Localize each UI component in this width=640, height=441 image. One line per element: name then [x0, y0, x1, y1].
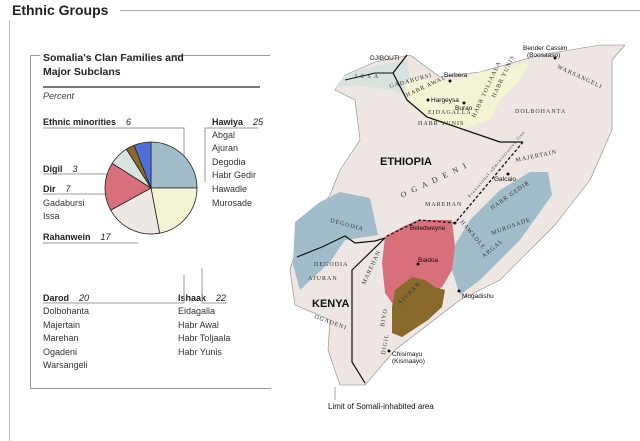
- city-bender-cassim: Bender Cassim: [523, 45, 567, 52]
- clan-label-rahanwein: Rahanwein 17: [43, 232, 111, 242]
- region-ishaak: [405, 62, 530, 130]
- panel-border: [172, 55, 270, 56]
- subclan: Ogadeni: [43, 347, 78, 357]
- subclan: Habr Yunis: [178, 347, 222, 357]
- panel-border: [30, 55, 40, 56]
- somali-area: [289, 44, 626, 386]
- clan-label-ishaak: Ishaak 22: [178, 293, 227, 303]
- map-label: BIYO: [380, 308, 389, 327]
- provisional-line: [384, 141, 524, 238]
- pie-slice-ethnic-minorities: [133, 141, 152, 189]
- city-burao: Burao: [455, 105, 473, 112]
- city-kismaayo: (Kismaayo): [392, 358, 425, 365]
- border-djibouti: [344, 72, 393, 81]
- unit-label: Percent: [43, 91, 75, 101]
- panel-title-line2: Major Subclans: [43, 66, 121, 78]
- subclan: Majertain: [43, 320, 81, 330]
- city-galcaio: Galcaio: [494, 176, 516, 183]
- pie-chart: [104, 141, 198, 235]
- city-mogadishu: Mogadishu: [462, 293, 494, 300]
- city-chisimayu: Chisimayu: [392, 351, 423, 358]
- map-label: DIGIL: [381, 333, 391, 355]
- map-label: MAREHAN: [425, 202, 462, 208]
- subclan: Habr Awal: [178, 320, 219, 330]
- leader-ishaak: [201, 268, 226, 304]
- clan-label-digil: Digil 3: [43, 164, 78, 174]
- clan-label-darod: Darod 20: [43, 293, 90, 303]
- pie-slice-ishaak: [150, 187, 198, 234]
- map-label: EIDAGALLA: [428, 110, 472, 116]
- map-label: AJURAN: [308, 276, 338, 282]
- clan-label-dir: Dir 7: [43, 184, 71, 194]
- subclan: Eidagalla: [178, 306, 216, 316]
- subclan: Ajuran: [212, 143, 239, 153]
- region-digil: [392, 277, 445, 337]
- pie-slice-rahanwein: [104, 162, 152, 211]
- subclan: Hawadle: [212, 184, 248, 194]
- city-baidoa: Baidoa: [418, 257, 439, 264]
- map-label: DOLBOHANTA: [515, 109, 566, 115]
- leader-hawiya: [204, 127, 258, 182]
- page-title: Ethnic Groups: [12, 2, 109, 18]
- map-label: HABR YUNIS: [418, 121, 464, 127]
- subclan: Habr Toljaala: [178, 333, 231, 343]
- country-kenya: KENYA: [312, 298, 350, 310]
- leader-darod: [43, 275, 185, 304]
- region-dir: [335, 60, 410, 95]
- pie-slice-hawiya: [150, 141, 198, 189]
- clan-label-ethnic-minorities: Ethnic minorities 6: [43, 117, 132, 127]
- panel-title-line1: Somalia's Clan Families and: [43, 52, 184, 64]
- subclan: Marehan: [43, 333, 79, 343]
- city-boosaaso: (Boosaaso): [527, 52, 560, 59]
- region-hawiya-east: [452, 172, 552, 295]
- limit-label: Limit of Somali-inhabited area: [328, 402, 434, 411]
- pie-slice-darod: [110, 187, 161, 235]
- map-label: I S S A: [355, 74, 379, 80]
- border-somaliland-ethiopia: [392, 54, 523, 143]
- city-berbera: Berbera: [444, 72, 468, 79]
- city-hargeysa: Hargeysa: [431, 97, 459, 104]
- map-label: DEGODIA: [314, 262, 348, 268]
- city-dots: [387, 56, 557, 353]
- subclan: Habr Gedir: [212, 170, 257, 180]
- clan-label-hawiya: Hawiya 25: [212, 117, 264, 127]
- panel-rule: [43, 86, 260, 88]
- map: DJIBOUTI ETHIOPIA KENYA Berbera Bender C…: [289, 44, 626, 411]
- chart-panel: [30, 55, 271, 389]
- subclan: Degodia: [212, 157, 246, 167]
- country-ethiopia: ETHIOPIA: [380, 156, 432, 168]
- title-rule: [120, 10, 640, 11]
- subclan: Issa: [43, 211, 60, 221]
- subclan: Warsangeli: [43, 360, 88, 370]
- border-kenya-somalia: [351, 237, 386, 384]
- subclan: Gadabursi: [43, 198, 85, 208]
- frame-line: [9, 20, 10, 441]
- subclan: Abgal: [212, 130, 236, 140]
- subclan: Murosade: [212, 198, 253, 208]
- city-beledweyne: Beledweyne: [410, 225, 446, 232]
- subclan: Dolbohanta: [43, 306, 90, 316]
- country-djibouti: DJIBOUTI: [370, 55, 400, 62]
- border-ethiopia-kenya: [296, 235, 386, 258]
